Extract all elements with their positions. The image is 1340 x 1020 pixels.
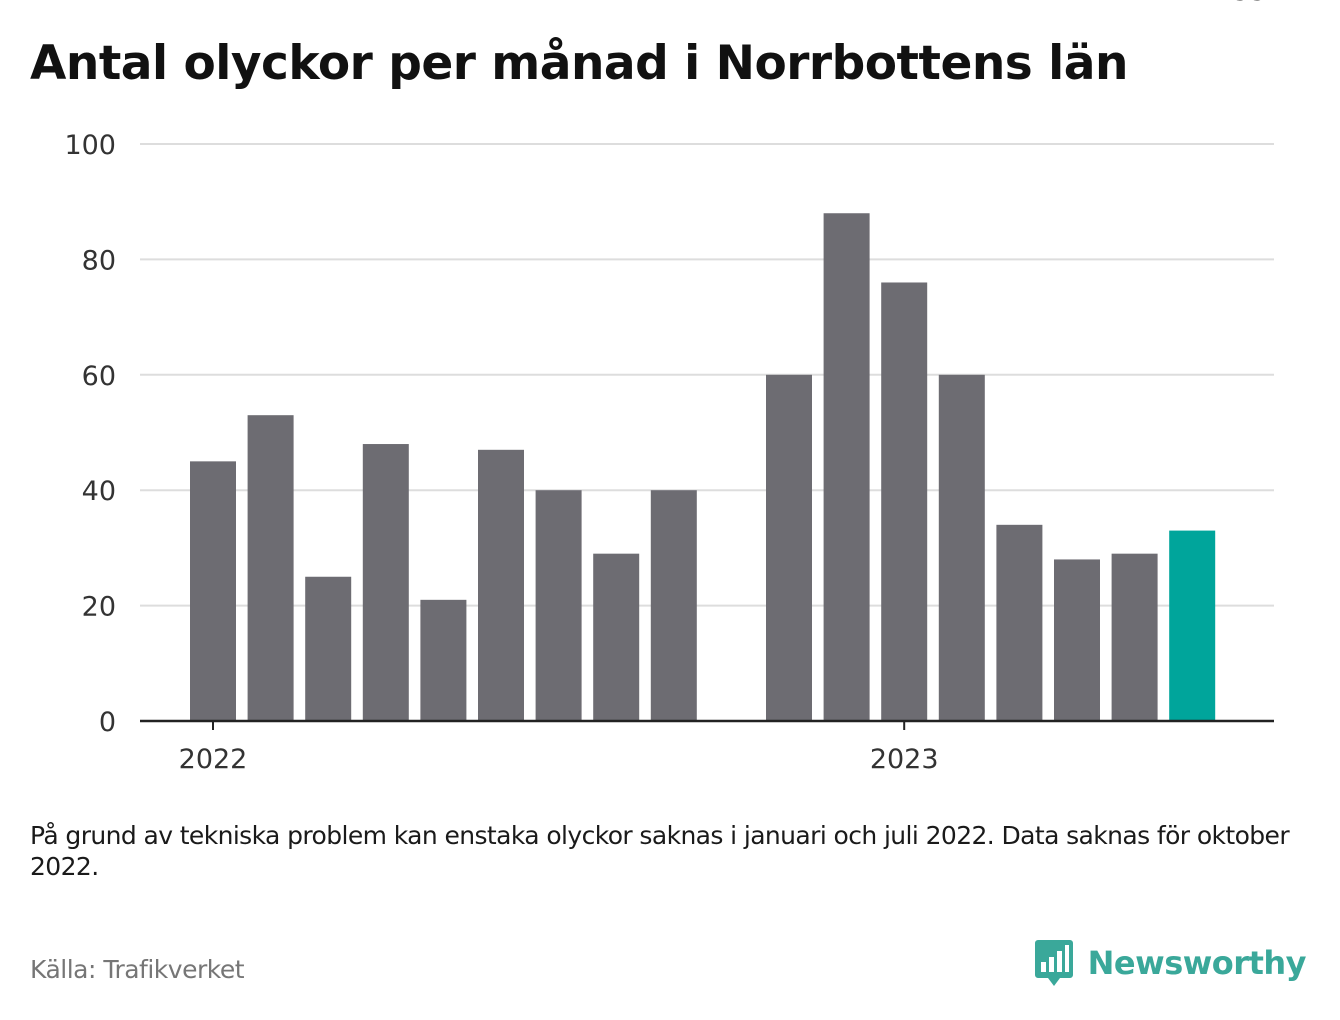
bar [535, 490, 582, 721]
y-tick-label: 80 [82, 245, 116, 276]
data-label: 33 [1233, 0, 1267, 7]
bar [593, 553, 640, 721]
source-credit: Källa: Trafikverket [30, 955, 245, 984]
bar [305, 576, 352, 721]
bar [650, 490, 697, 721]
x-tick-label: 2022 [179, 744, 248, 775]
bar [190, 461, 236, 721]
bar [823, 213, 870, 722]
y-tick-label: 0 [99, 707, 116, 738]
bar [1111, 553, 1158, 721]
newsworthy-brand[interactable]: Newsworthy [1034, 938, 1307, 988]
bar [420, 599, 467, 721]
bar [1169, 530, 1216, 721]
y-tick-label: 20 [82, 592, 116, 623]
y-tick-label: 100 [64, 130, 116, 161]
chart-title: Antal olyckor per månad i Norrbottens lä… [30, 36, 1128, 91]
footnote: På grund av tekniska problem kan enstaka… [30, 821, 1290, 881]
bar [881, 282, 928, 721]
bar [247, 415, 294, 721]
brand-name: Newsworthy [1087, 944, 1307, 982]
bar [996, 524, 1043, 721]
bar [478, 449, 524, 721]
bar-chart: 0 20 40 60 80 100 2022 2023 33 [64, 0, 1274, 775]
bar [938, 374, 985, 721]
bar [362, 444, 409, 721]
y-tick-label: 60 [82, 361, 116, 392]
bar [1054, 559, 1100, 721]
newsworthy-logo-icon [1034, 940, 1073, 986]
x-tick-label: 2023 [870, 744, 939, 775]
bar [766, 374, 812, 721]
y-tick-label: 40 [82, 476, 116, 507]
